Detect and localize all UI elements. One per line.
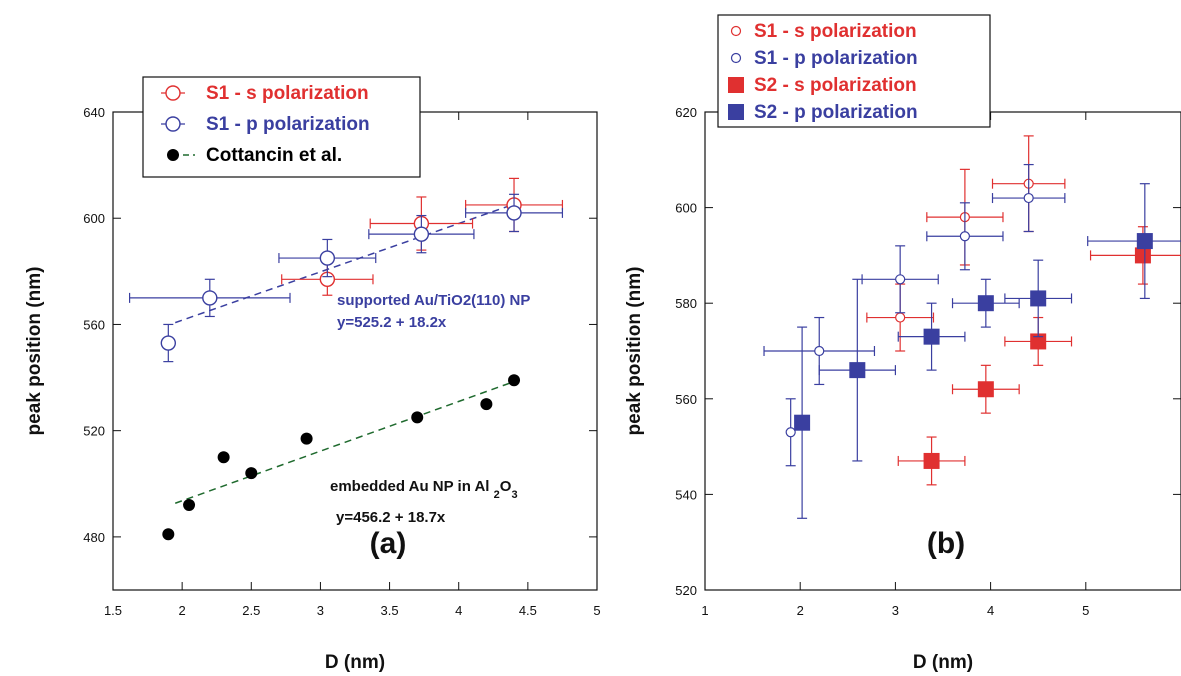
- legend-marker: [167, 149, 179, 161]
- data-point: [245, 467, 258, 480]
- chart-panel-a: 1.5 2 2.5 3 3.5 4 4.5 5 480 520 560 600 640 D (nm) pea…: [24, 76, 601, 673]
- y-tick-label: 560: [675, 392, 697, 407]
- legend-marker: [730, 52, 742, 64]
- x-tick-label: 4: [987, 603, 994, 618]
- legend-entry: Cottancin et al.: [206, 145, 342, 166]
- data-point: [1136, 233, 1153, 250]
- data-point: [977, 295, 994, 312]
- panel-label: (b): [927, 527, 965, 560]
- legend-marker: [165, 85, 181, 101]
- data-point: [508, 374, 521, 387]
- x-tick-label: 3: [892, 603, 899, 618]
- y-tick-label: 520: [83, 424, 105, 439]
- legend-entry: S2 - p polarization: [754, 102, 918, 123]
- x-tick-label: 4.5: [519, 603, 537, 618]
- y-tick-label: 640: [83, 105, 105, 120]
- legend-box: [142, 76, 421, 178]
- legend-box: [717, 14, 991, 128]
- data-point: [411, 411, 424, 424]
- data-point: [1030, 290, 1047, 307]
- data-point: [319, 250, 336, 266]
- x-tick-label: 5: [1082, 603, 1089, 618]
- x-tick-label: 2: [797, 603, 804, 618]
- legend-marker: [728, 77, 744, 93]
- x-tick-label: 5: [593, 603, 600, 618]
- x-tick-label: 1.5: [104, 603, 122, 618]
- x-axis-label: D (nm): [325, 652, 385, 673]
- data-point: [300, 432, 313, 445]
- panel-label: (a): [370, 527, 407, 560]
- y-tick-label: 600: [83, 211, 105, 226]
- x-tick-label: 3.5: [381, 603, 399, 618]
- data-point: [785, 427, 796, 438]
- legend-entry: S1 - p polarization: [206, 114, 370, 135]
- y-tick-label: 620: [675, 105, 697, 120]
- data-point: [1134, 247, 1151, 264]
- data-point: [895, 274, 906, 285]
- annotation: supported Au/TiO2(110) NP: [337, 292, 530, 309]
- data-point: [814, 345, 825, 357]
- y-tick-label: 480: [83, 530, 105, 545]
- x-tick-label: 1: [701, 603, 708, 618]
- data-point: [480, 398, 493, 411]
- legend-marker: [730, 25, 742, 37]
- data-point: [160, 335, 177, 351]
- x-tick-label: 2.5: [242, 603, 260, 618]
- annotation: y=456.2 + 18.7x: [336, 509, 446, 526]
- legend-marker: [165, 116, 181, 132]
- data-point: [1030, 333, 1047, 350]
- data-point: [959, 231, 970, 242]
- y-tick-label: 580: [675, 296, 697, 311]
- x-tick-label: 3: [317, 603, 324, 618]
- y-tick-label: 520: [675, 583, 697, 598]
- legend-entry: S1 - s polarization: [754, 21, 917, 42]
- data-point: [162, 528, 175, 541]
- y-tick-label: 560: [83, 317, 105, 332]
- data-point: [923, 328, 940, 345]
- legend-entry: S1 - s polarization: [206, 83, 369, 104]
- data-point: [183, 499, 196, 512]
- data-point: [977, 381, 994, 398]
- y-axis-label: peak position (nm): [24, 267, 45, 436]
- legend-entry: S1 - p polarization: [754, 48, 918, 69]
- data-point: [794, 414, 811, 431]
- data-point: [923, 452, 940, 469]
- data-point: [506, 205, 522, 221]
- chart-panel-b: 1 2 3 4 5 520 540 560 580 600 620 D (nm) peak positi…: [624, 14, 1181, 673]
- data-point: [413, 226, 430, 242]
- annotation: embedded Au NP in Al 2O3: [330, 478, 518, 501]
- y-tick-label: 540: [675, 487, 697, 502]
- data-point: [1023, 192, 1034, 204]
- data-point: [217, 451, 230, 464]
- legend-marker: [728, 104, 744, 120]
- x-tick-label: 4: [455, 603, 462, 618]
- legend-entry: S2 - s polarization: [754, 75, 917, 96]
- x-tick-label: 2: [179, 603, 186, 618]
- data-point: [895, 312, 906, 323]
- y-tick-label: 600: [675, 201, 697, 216]
- data-point: [849, 362, 866, 379]
- x-axis-label: D (nm): [913, 652, 973, 673]
- annotation: y=525.2 + 18.2x: [337, 314, 447, 331]
- data-point: [202, 290, 218, 306]
- y-axis-label: peak position (nm): [624, 267, 645, 436]
